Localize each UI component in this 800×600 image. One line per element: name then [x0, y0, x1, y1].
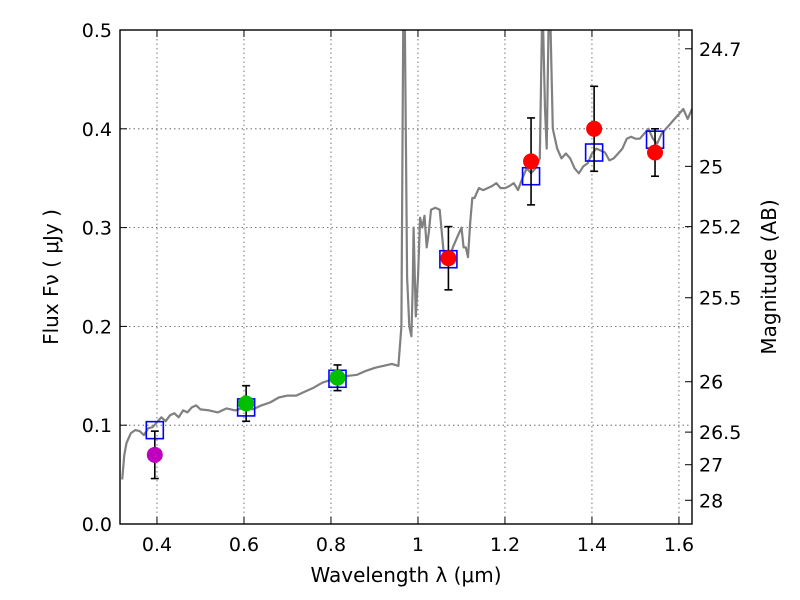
y2-tick-label: 26: [699, 372, 723, 394]
x-tick-label: 0.6: [229, 534, 259, 556]
y-tick-label: 0.1: [82, 415, 112, 437]
y2-tick-label: 25.2: [699, 217, 741, 239]
x-tick-label: 1.6: [664, 534, 694, 556]
x-tick-label: 0.4: [142, 534, 172, 556]
observed-photometry-point: [586, 120, 603, 137]
y2-tick-label: 24.7: [699, 39, 741, 61]
y2-tick-label: 28: [699, 490, 723, 512]
y2-tick-label: 25.5: [699, 288, 741, 310]
x-tick-label: 1: [412, 534, 424, 556]
x-axis-title: Wavelength λ (μm): [310, 563, 501, 587]
plot-frame: [119, 29, 693, 525]
x-tick-label: 1.2: [490, 534, 520, 556]
y-tick-label: 0.5: [82, 20, 112, 42]
plot-area: [121, 30, 692, 480]
observed-photometry-point: [647, 144, 664, 161]
observed-photometry-point: [146, 446, 163, 463]
y2-tick-label: 25: [699, 156, 723, 178]
x-tick-label: 0.8: [316, 534, 346, 556]
observed-photometry-point: [523, 153, 540, 170]
y-tick-label: 0.3: [82, 218, 112, 240]
observed-photometry-point: [329, 369, 346, 386]
y-tick-label: 0.4: [82, 119, 112, 141]
observed-photometry-point: [238, 395, 255, 412]
y-tick-label: 0.0: [82, 514, 112, 536]
x-tick-label: 1.4: [577, 534, 607, 556]
y2-tick-label: 27: [699, 455, 723, 477]
y2-tick-label: 26.5: [699, 422, 741, 444]
observed-photometry-point: [440, 250, 457, 267]
y2-axis-title: Magnitude (AB): [757, 199, 781, 354]
y-axis-title: Flux Fν ( μJy ): [39, 209, 63, 345]
y-tick-label: 0.2: [82, 316, 112, 338]
ticks: 0.4 0.6 0.8 1 1.2 1.4 1.6 0.0 0.1 0.2 0.3 0.4 0.5 24.…: [82, 20, 742, 556]
